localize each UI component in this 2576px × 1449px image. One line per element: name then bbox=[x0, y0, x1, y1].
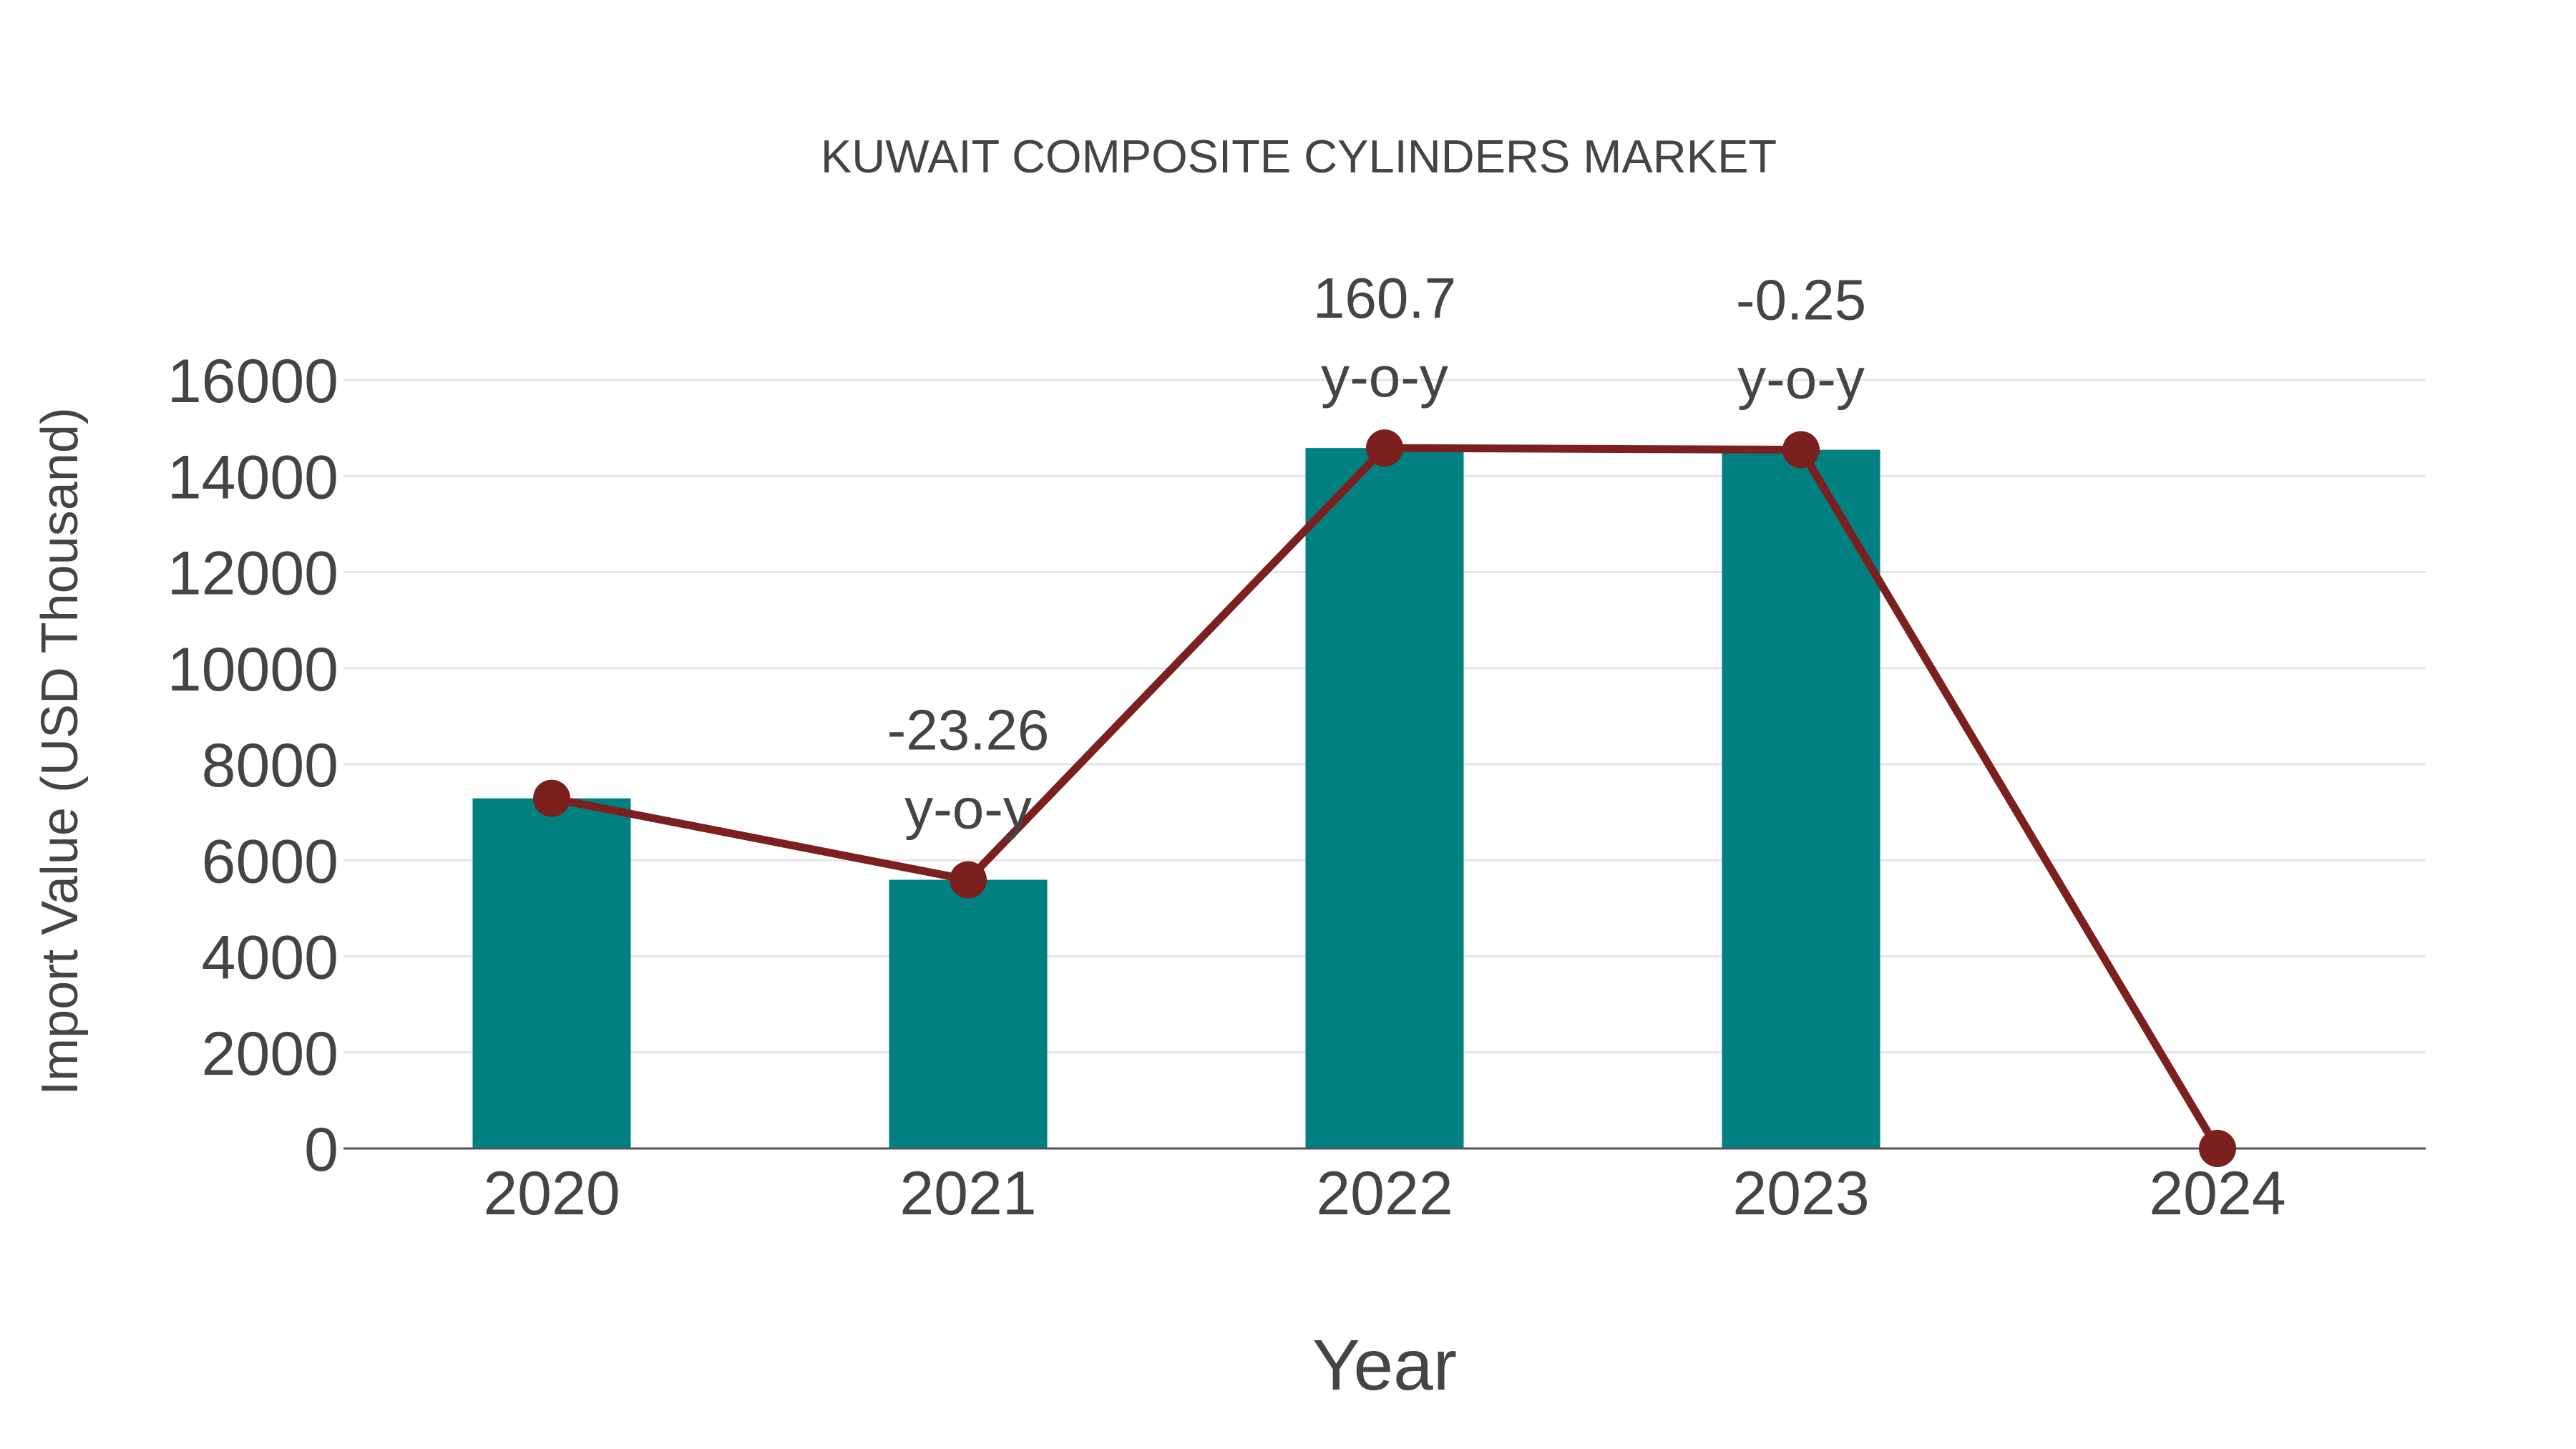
yoy-value: -23.26 bbox=[887, 698, 1050, 762]
y-tick-label: 4000 bbox=[202, 924, 338, 992]
marker-2024 bbox=[2199, 1130, 2236, 1167]
bar-series bbox=[472, 448, 1880, 1148]
yoy-suffix: y-o-y bbox=[1321, 345, 1448, 409]
bar-2020 bbox=[472, 798, 631, 1148]
y-tick-label: 2000 bbox=[202, 1020, 338, 1088]
yoy-value: -0.25 bbox=[1736, 268, 1866, 332]
x-tick-label: 2023 bbox=[1732, 1159, 1869, 1228]
x-axis-title: Year bbox=[1312, 1325, 1457, 1405]
x-tick-label: 2022 bbox=[1316, 1159, 1453, 1228]
chart-title: KUWAIT COMPOSITE CYLINDERS MARKET bbox=[821, 130, 1777, 182]
yoy-annotations: -23.26 y-o-y 160.7 y-o-y -0.25 y-o-y bbox=[887, 266, 1867, 840]
y-tick-label: 8000 bbox=[202, 731, 338, 800]
y-tick-label: 16000 bbox=[167, 347, 338, 416]
y-tick-label: 6000 bbox=[202, 827, 338, 896]
y-tick-label: 10000 bbox=[167, 635, 338, 704]
yoy-value: 160.7 bbox=[1313, 266, 1456, 330]
y-tick-label: 0 bbox=[304, 1116, 338, 1184]
bar-2022 bbox=[1305, 448, 1464, 1148]
marker-2020 bbox=[533, 779, 570, 817]
x-tick-label: 2020 bbox=[483, 1159, 620, 1228]
yoy-suffix: y-o-y bbox=[1737, 347, 1865, 411]
yoy-suffix: y-o-y bbox=[904, 777, 1032, 841]
y-tick-label: 12000 bbox=[167, 540, 338, 608]
bar-2023 bbox=[1722, 449, 1880, 1148]
marker-2021 bbox=[950, 861, 987, 899]
marker-2023 bbox=[1782, 431, 1820, 469]
line-series bbox=[533, 429, 2236, 1167]
x-tick-label: 2024 bbox=[2149, 1159, 2285, 1228]
y-axis-ticks: 0 2000 4000 6000 8000 10000 12000 14000 16000 bbox=[167, 347, 338, 1184]
bar-2021 bbox=[889, 879, 1048, 1148]
y-axis-title: Import Value (USD Thousand) bbox=[31, 407, 89, 1096]
x-axis-ticks: 2020 2021 2022 2023 2024 bbox=[483, 1159, 2285, 1228]
marker-2022 bbox=[1366, 429, 1403, 467]
x-tick-label: 2021 bbox=[899, 1159, 1036, 1228]
y-tick-label: 14000 bbox=[167, 443, 338, 512]
